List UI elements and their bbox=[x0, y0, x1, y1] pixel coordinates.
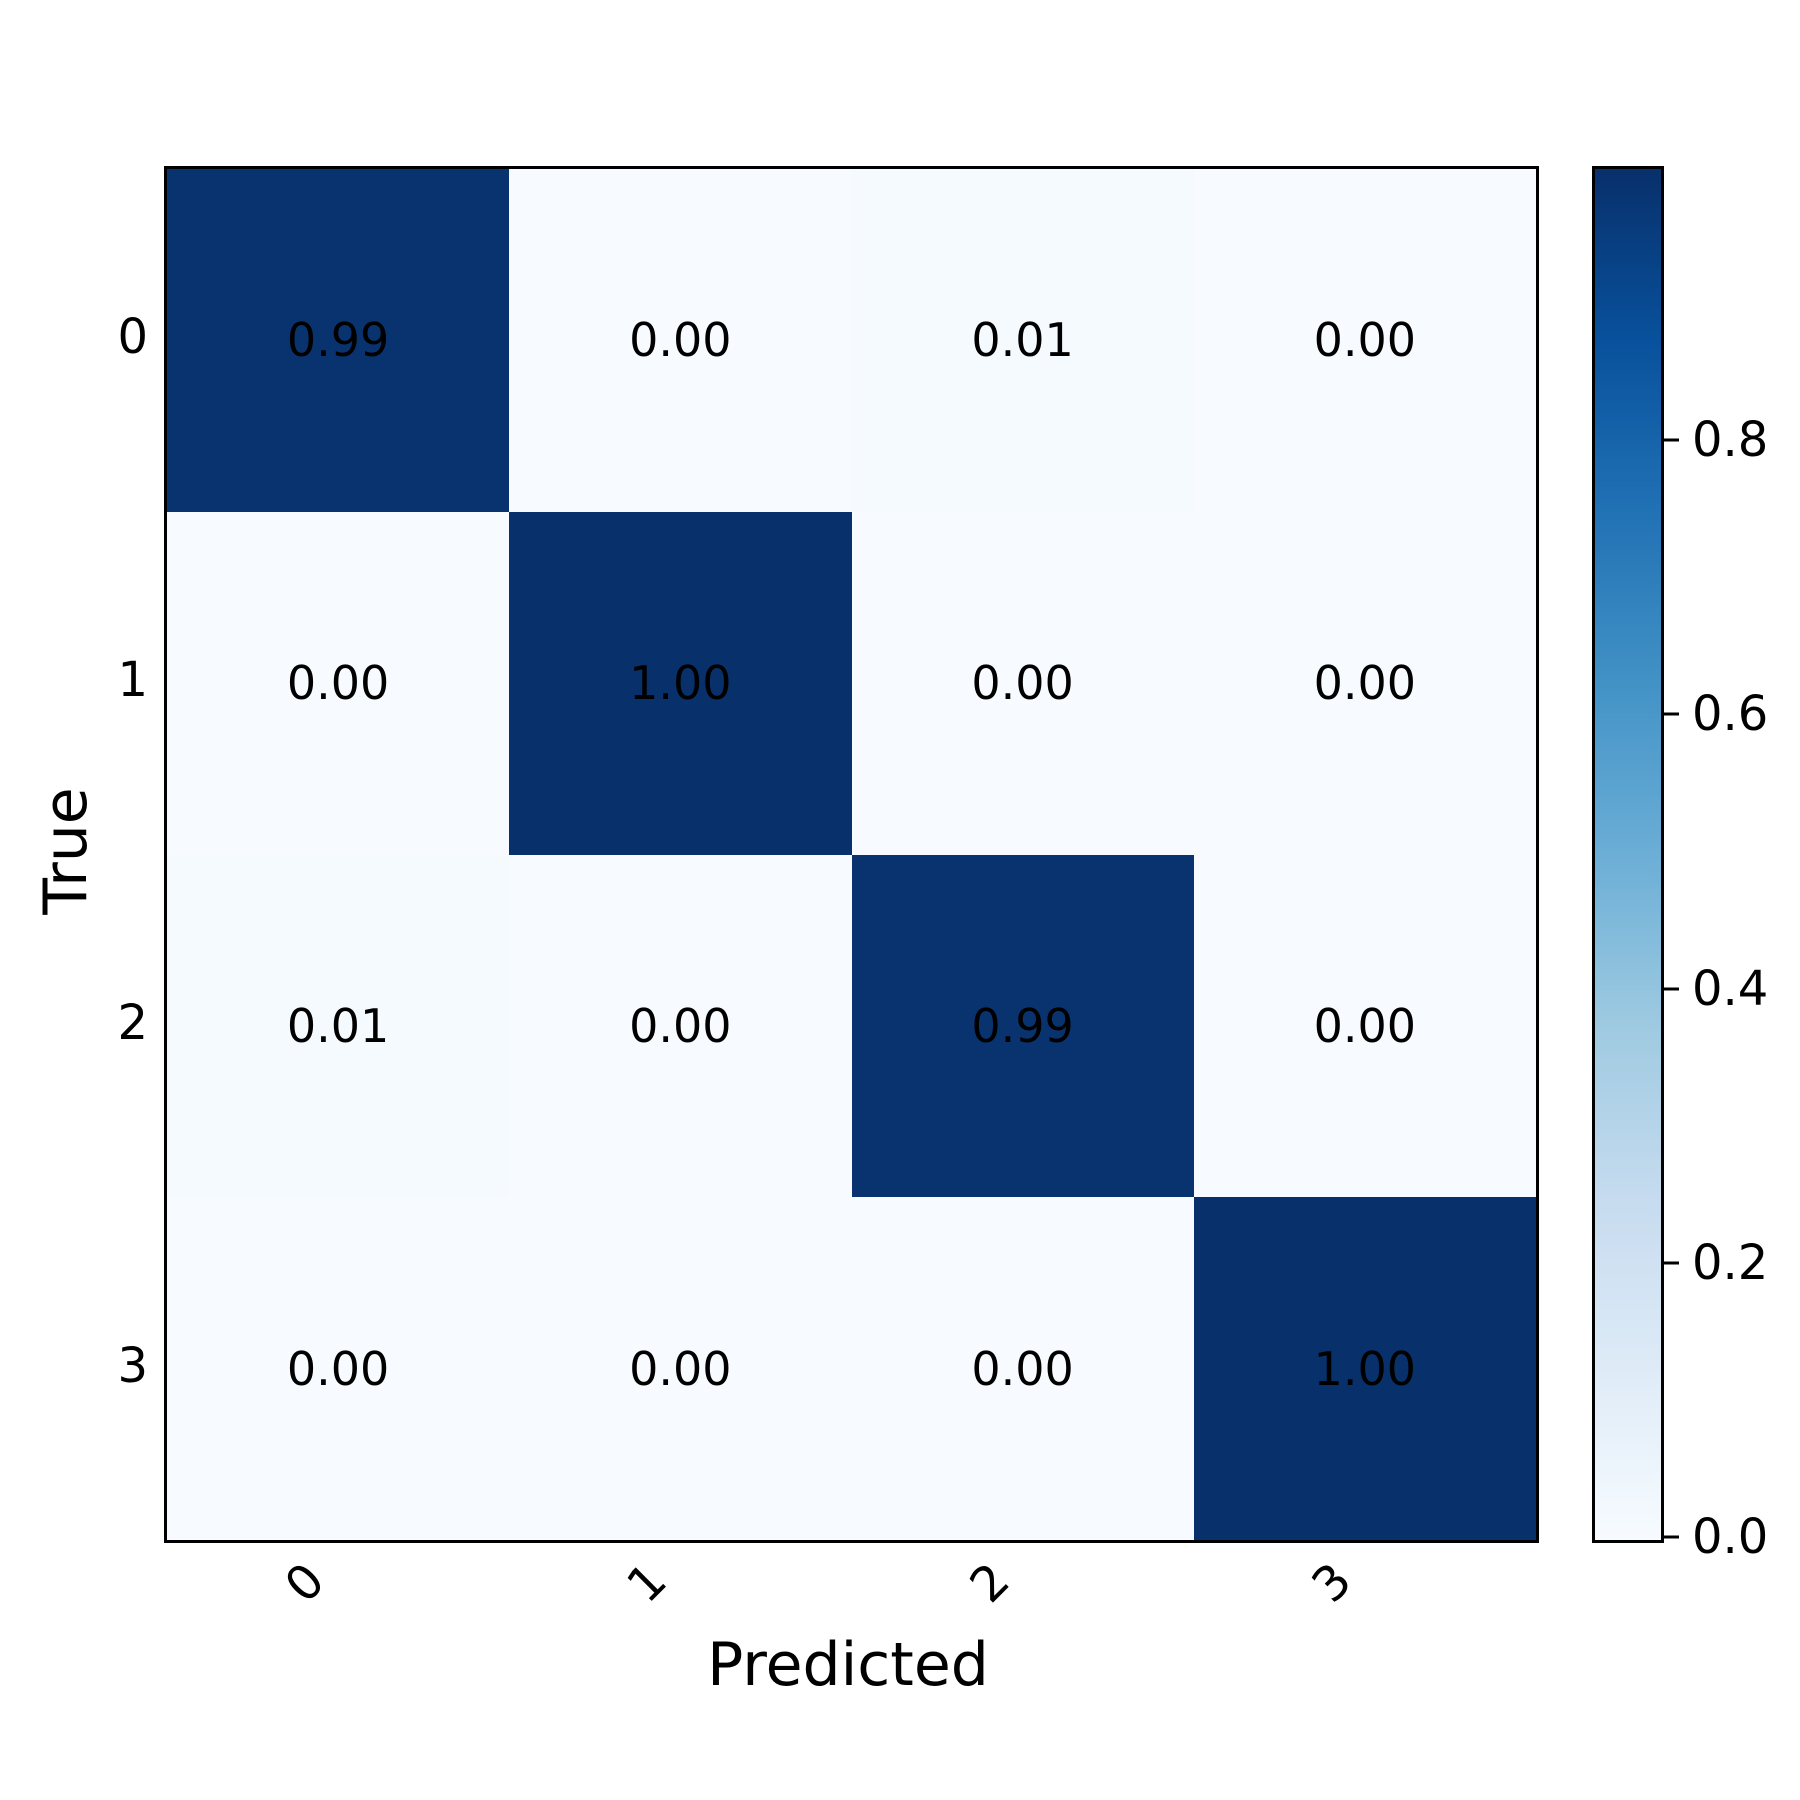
y-tick-0: 0 bbox=[117, 309, 148, 366]
colorbar-tickmark-0.4 bbox=[1661, 987, 1679, 991]
cell-value: 0.01 bbox=[971, 313, 1074, 368]
colorbar-tick-0.2: 0.2 bbox=[1692, 1234, 1769, 1291]
cell-value: 1.00 bbox=[629, 656, 732, 711]
cell-true3-pred3: 1.00 bbox=[1193, 1197, 1536, 1540]
cell-value: 0.00 bbox=[1313, 998, 1417, 1053]
colorbar bbox=[1592, 166, 1664, 1543]
cell-value: 0.00 bbox=[629, 998, 732, 1053]
cell-value: 0.00 bbox=[971, 656, 1074, 711]
x-tick-3: 3 bbox=[1301, 1552, 1363, 1614]
cell-true1-pred3: 0.00 bbox=[1193, 511, 1536, 855]
cell-value: 0.00 bbox=[286, 1341, 390, 1396]
cell-value: 0.00 bbox=[1313, 656, 1417, 711]
cell-true0-pred1: 0.00 bbox=[509, 169, 852, 512]
x-tick-1: 1 bbox=[616, 1552, 678, 1614]
cell-true3-pred2: 0.00 bbox=[851, 1197, 1194, 1540]
colorbar-tick-0.0: 0.0 bbox=[1692, 1509, 1769, 1565]
cell-true2-pred1: 0.00 bbox=[509, 854, 852, 1198]
cell-true2-pred2: 0.99 bbox=[851, 854, 1194, 1198]
cell-value: 0.00 bbox=[629, 313, 732, 368]
x-axis-title: Predicted bbox=[707, 1630, 989, 1700]
cell-true1-pred1: 1.00 bbox=[509, 511, 852, 855]
cell-true1-pred2: 0.00 bbox=[851, 511, 1194, 855]
colorbar-tickmark-0.0 bbox=[1661, 1535, 1679, 1539]
colorbar-tick-0.8: 0.8 bbox=[1692, 412, 1769, 469]
cell-true0-pred3: 0.00 bbox=[1193, 169, 1536, 512]
cell-value: 0.00 bbox=[1313, 313, 1417, 368]
y-tick-3: 3 bbox=[117, 1337, 148, 1394]
x-tick-2: 2 bbox=[959, 1552, 1021, 1614]
cell-value: 0.00 bbox=[629, 1341, 732, 1396]
heatmap-plot: 0.99 0.00 0.01 0.00 0.00 1.00 0.00 0.00 0.01 0.00… bbox=[164, 166, 1539, 1543]
colorbar-tickmark-0.2 bbox=[1661, 1261, 1679, 1265]
x-tick-0: 0 bbox=[274, 1552, 336, 1614]
cell-value: 0.00 bbox=[971, 1341, 1074, 1396]
cell-true0-pred2: 0.01 bbox=[851, 169, 1194, 512]
colorbar-tickmark-0.6 bbox=[1661, 712, 1679, 716]
colorbar-tickmark-0.8 bbox=[1661, 438, 1679, 442]
cell-true2-pred0: 0.01 bbox=[167, 854, 510, 1198]
y-tick-1: 1 bbox=[117, 652, 148, 709]
cell-true2-pred3: 0.00 bbox=[1193, 854, 1536, 1198]
cell-value: 0.99 bbox=[971, 998, 1074, 1053]
cell-value: 0.01 bbox=[286, 998, 390, 1053]
y-tick-2: 2 bbox=[117, 994, 148, 1051]
cell-value: 0.99 bbox=[286, 313, 390, 368]
colorbar-tick-0.6: 0.6 bbox=[1692, 686, 1769, 743]
cell-true3-pred0: 0.00 bbox=[167, 1197, 510, 1540]
y-axis-title: True bbox=[31, 787, 101, 915]
colorbar-tick-0.4: 0.4 bbox=[1692, 960, 1769, 1017]
cell-value: 1.00 bbox=[1313, 1341, 1417, 1396]
cell-true0-pred0: 0.99 bbox=[167, 169, 510, 512]
cell-value: 0.00 bbox=[286, 656, 390, 711]
cell-true3-pred1: 0.00 bbox=[509, 1197, 852, 1540]
cell-true1-pred0: 0.00 bbox=[167, 511, 510, 855]
